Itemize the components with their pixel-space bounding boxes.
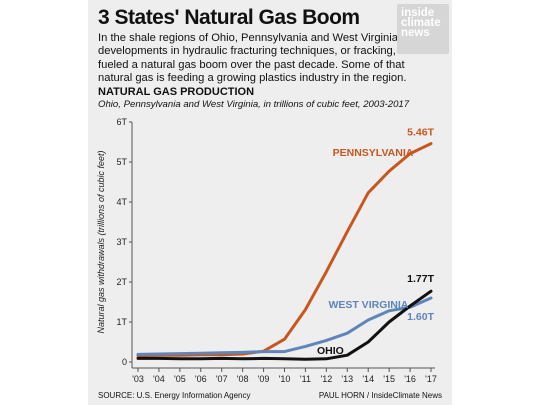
x-tick-label: '07 [216,374,228,384]
x-tick-label: '11 [300,374,311,384]
insideclimate-news-logo: inside climate news [397,4,449,54]
x-tick-label: '08 [237,374,249,384]
logo-word: climate [401,17,441,29]
series-name-ohio: OHIO [317,345,344,357]
series-name-pennsylvania: PENNSYLVANIA [333,147,414,159]
x-tick-label: '06 [195,374,207,384]
y-tick-label: 3T [116,237,127,247]
y-axis-title: Natural gas withdrawals (trillions of cu… [96,150,106,333]
logo-word: inside [401,7,435,19]
page-title: 3 States' Natural Gas Boom [98,6,360,29]
x-tick-label: '16 [404,374,416,384]
y-tick-label: 6T [116,117,127,127]
series-line-west-virginia [136,296,433,356]
y-tick-label: 2T [116,277,127,287]
y-tick-label: 0 [122,357,127,367]
source-note: SOURCE: U.S. Energy Information Agency [98,391,251,400]
x-tick-label: '03 [132,374,144,384]
x-tick-label: '10 [279,374,291,384]
infographic-card [88,0,452,405]
x-tick-label: '05 [174,374,186,384]
series-end-label-ohio: 1.77T [407,273,434,285]
chart-title: NATURAL GAS PRODUCTION [98,86,255,98]
x-tick-label: '15 [383,374,395,384]
x-tick-label: '17 [425,374,437,384]
x-tick-label: '04 [153,374,165,384]
line-chart: 0 1T 2T 3T 4T 5T 6T '03 '04 '05 '06 '07 '08 '09 '10 '11… [96,117,437,384]
x-tick-label: '09 [258,374,270,384]
intro-paragraph: In the shale regions of Ohio, Pennsylvan… [98,32,407,85]
y-tick-label: 4T [116,197,127,207]
series-line-ohio [136,289,433,361]
x-tick-label: '13 [341,374,353,384]
y-tick-label: 5T [116,157,127,167]
x-tick-label: '12 [320,374,332,384]
credit-note: PAUL HORN / InsideClimate News [318,391,442,400]
series-end-label-west-virginia: 1.60T [407,311,434,323]
series-line-pennsylvania [136,142,433,358]
x-tick-label: '14 [362,374,374,384]
y-tick-label: 1T [116,317,127,327]
chart-subtitle: Ohio, Pennsylvania and West Virginia, in… [98,99,410,110]
series-name-west-virginia: WEST VIRGINIA [328,299,408,311]
logo-word: news [401,27,430,39]
series-end-label-pennsylvania: 5.46T [407,127,434,139]
